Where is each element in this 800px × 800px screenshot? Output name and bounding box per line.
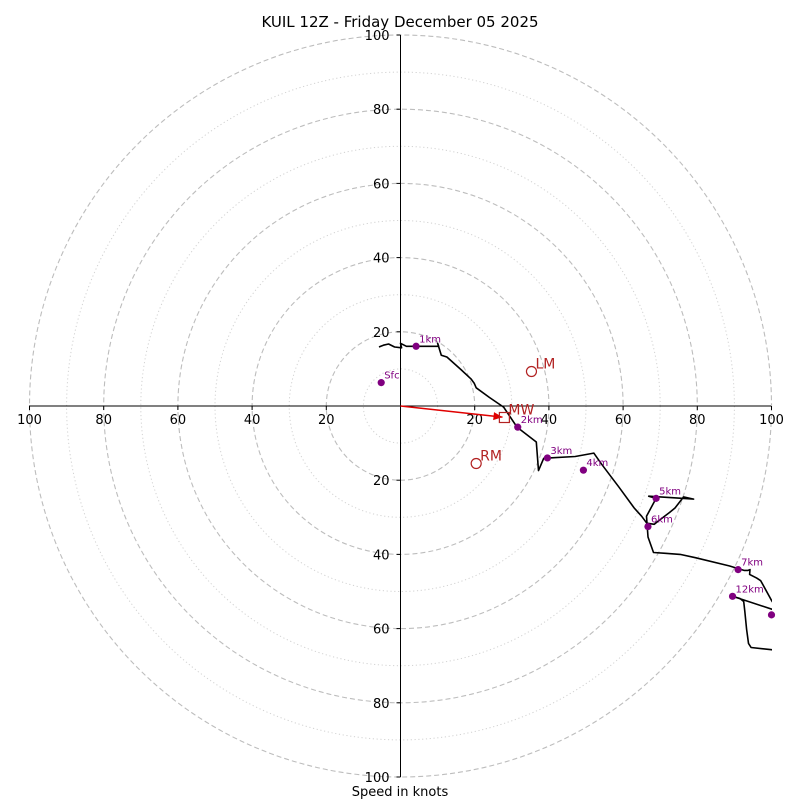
- storm-label-mw: MW: [508, 403, 534, 419]
- storm-label-rm: RM: [480, 449, 502, 465]
- storm-motion-markers: LM RM MW: [470, 356, 555, 470]
- y-tick-label: 40: [373, 252, 390, 267]
- height-marker-label: Sfc: [384, 371, 399, 382]
- height-marker-label: 5km: [659, 486, 681, 497]
- y-tick-label: 20: [373, 326, 390, 341]
- chart-title: KUIL 12Z - Friday December 05 2025: [261, 13, 538, 31]
- x-tick-label: 80: [689, 413, 706, 428]
- height-marker-point: [652, 494, 660, 502]
- height-marker-label: 1km: [419, 334, 441, 345]
- height-marker-point: [543, 454, 552, 462]
- storm-marker-lm: [525, 365, 538, 378]
- y-tick-label: 100: [365, 771, 390, 786]
- height-marker-point: [767, 611, 776, 619]
- storm-marker-rm: [470, 457, 482, 470]
- height-marker-label: 4km: [586, 458, 608, 469]
- x-tick-label: 100: [759, 413, 784, 428]
- motion-vector-arrowhead: [493, 412, 503, 421]
- y-tick-label: 80: [373, 697, 390, 712]
- storm-marker-mw: [498, 411, 510, 424]
- height-marker-point: [412, 342, 420, 350]
- y-tick-label: 20: [373, 474, 390, 489]
- y-tick-label: 100: [365, 29, 390, 44]
- wind-trace-line: [378, 342, 772, 651]
- tick-labels: 100 80 60 40 20 20 40 60 80 100 100 80 60 40 20 20 40 60 8…: [17, 29, 784, 786]
- height-marker-point: [377, 379, 385, 387]
- height-marker-point: [728, 592, 737, 600]
- x-axis-label: Speed in knots: [352, 785, 449, 800]
- height-marker-label: 3km: [550, 446, 572, 457]
- height-marker-point: [579, 466, 588, 474]
- y-tick-label: 60: [373, 177, 390, 192]
- x-tick-label: 60: [615, 413, 632, 428]
- x-tick-label: 100: [17, 413, 42, 428]
- height-marker-label: 7km: [741, 558, 763, 569]
- y-tick-label: 40: [373, 548, 390, 563]
- y-tick-label: 60: [373, 623, 390, 638]
- hodograph-trace: [378, 342, 772, 651]
- x-tick-label: 40: [244, 413, 261, 428]
- y-tick-label: 80: [373, 103, 390, 118]
- height-marker-label: 6km: [651, 515, 673, 526]
- x-tick-label: 40: [541, 413, 558, 428]
- height-marker-point: [644, 522, 652, 531]
- height-markers: Sfc 1km 2km 3km 4km 5km 6km 7km 12km: [377, 334, 776, 619]
- x-tick-label: 80: [95, 413, 112, 428]
- x-tick-label: 60: [170, 413, 187, 428]
- mean-motion-vector: [400, 405, 503, 421]
- height-marker-label: 12km: [736, 584, 764, 595]
- x-tick-label: 20: [318, 413, 335, 428]
- x-tick-label: 20: [466, 413, 483, 428]
- motion-vector-line: [400, 405, 503, 418]
- storm-label-lm: LM: [535, 356, 555, 372]
- height-marker-point: [734, 566, 742, 574]
- height-marker-point: [514, 423, 522, 431]
- height-marker-label: 2km: [521, 415, 543, 426]
